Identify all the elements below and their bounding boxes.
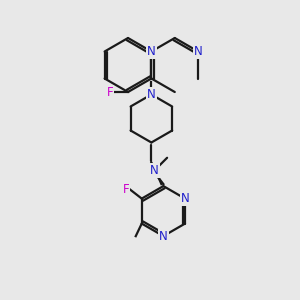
Text: N: N: [147, 45, 156, 58]
Text: F: F: [123, 183, 130, 196]
Text: N: N: [150, 164, 159, 177]
Text: N: N: [159, 230, 168, 243]
Text: F: F: [107, 85, 113, 98]
Text: N: N: [181, 192, 189, 205]
Text: N: N: [194, 45, 203, 58]
Text: N: N: [147, 88, 156, 101]
